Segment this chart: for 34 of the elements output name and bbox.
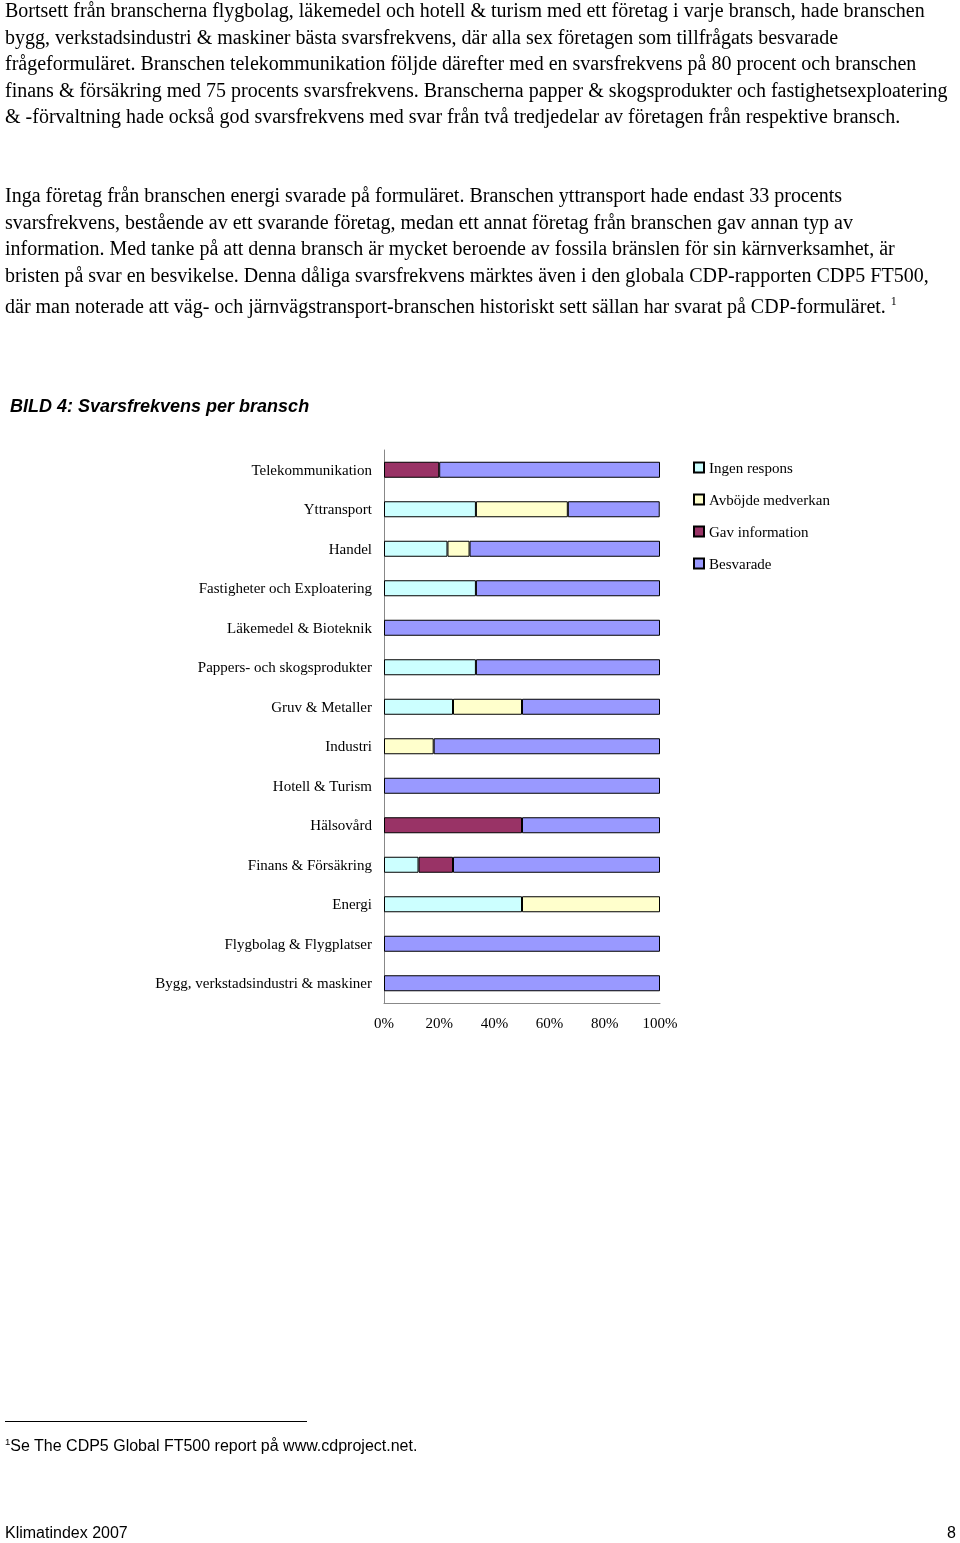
bar xyxy=(384,935,660,952)
x-tick-label: 20% xyxy=(425,1014,453,1031)
text: Inga företag från branschen energi svarade på formuläret. Branschen yttransport hade endast 33 procents svarsfrekvens, bestående av ett svarande företag, medan ett annat företag från branschen gav annan typ av information. Med tanke på att denna bransch är mycket beroende av fossila bränslen för sin kärnverksamhet, är bristen på svar en besvikelse. Denna dåliga svarsfrekvens märktes även i den globala CDP-rapporten CDP5 FT500, där man noterade att väg- och järnvägstransport-branschen historiskt sett sällan har svarat på CDP-formuläret. $^{1}$ xyxy=(5,183,930,320)
text: Klimatindex 2007 xyxy=(5,1524,128,1542)
y-tick-label: Yttransport xyxy=(303,501,373,518)
y-tick-label: Telekommunikation xyxy=(251,461,373,478)
x-tick-label: 60% xyxy=(535,1014,564,1031)
y-tick-label: Gruv & Metaller xyxy=(271,698,372,715)
legend-label: Ingen respons xyxy=(709,459,793,476)
y-tick-label: Pappers- och skogsprodukter xyxy=(197,659,372,676)
y-tick-label: Läkemedel & Bioteknik xyxy=(227,619,373,636)
y-tick-label: Finans & Försäkring xyxy=(247,856,373,873)
legend-label: Besvarade xyxy=(709,555,772,572)
y-tick-label: Industri xyxy=(325,738,372,755)
y-tick-label: Hotell & Turism xyxy=(272,777,373,794)
y-tick-label: Bygg, verkstadsindustri & maskiner xyxy=(155,975,372,992)
x-tick-label: 100% xyxy=(642,1014,678,1031)
bar xyxy=(384,777,660,794)
x-tick-label: 40% xyxy=(480,1014,509,1031)
text: 8 xyxy=(947,1524,956,1542)
x-tick-label: 0% xyxy=(374,1014,394,1031)
legend-label: Avböjde medverkan xyxy=(709,491,831,508)
text: Bortsett från branscherna flygbolag, läkemedel och hotell & turism med ett företag i varje bransch, hade branschen bygg, verkstadsindustri & maskiner bästa svarsfrekvens, där alla sex företagen som tillfrågats besvarade frågeformuläret. Branschen telekommunikation följde därefter med en svarsfrekvens på 80 procent och branschen finans & försäkring med 75 procents svarsfrekvens. Branscherna papper & skogsprodukter och fastighetsexploatering & -förvaltning hade också god svarsfrekvens med svar från två tredjedelar av företagen från respektive bransch. xyxy=(5,0,949,130)
text: $^{1}$Se The CDP5 Global FT500 report på www.cdproject.net. xyxy=(5,1436,418,1456)
x-tick-label: 80% xyxy=(591,1014,619,1031)
y-tick-label: Fastigheter och Exploatering xyxy=(198,580,373,597)
bar xyxy=(384,619,660,636)
bar xyxy=(384,975,660,992)
y-tick-label: Flygbolag & Flygplatser xyxy=(224,935,372,952)
y-tick-label: Hälsovård xyxy=(310,817,373,834)
legend-label: Gav information xyxy=(709,523,810,540)
y-tick-label: Energi xyxy=(332,896,372,913)
text: BILD 4: Svarsfrekvens per bransch xyxy=(10,396,310,416)
y-tick-label: Handel xyxy=(328,540,372,557)
